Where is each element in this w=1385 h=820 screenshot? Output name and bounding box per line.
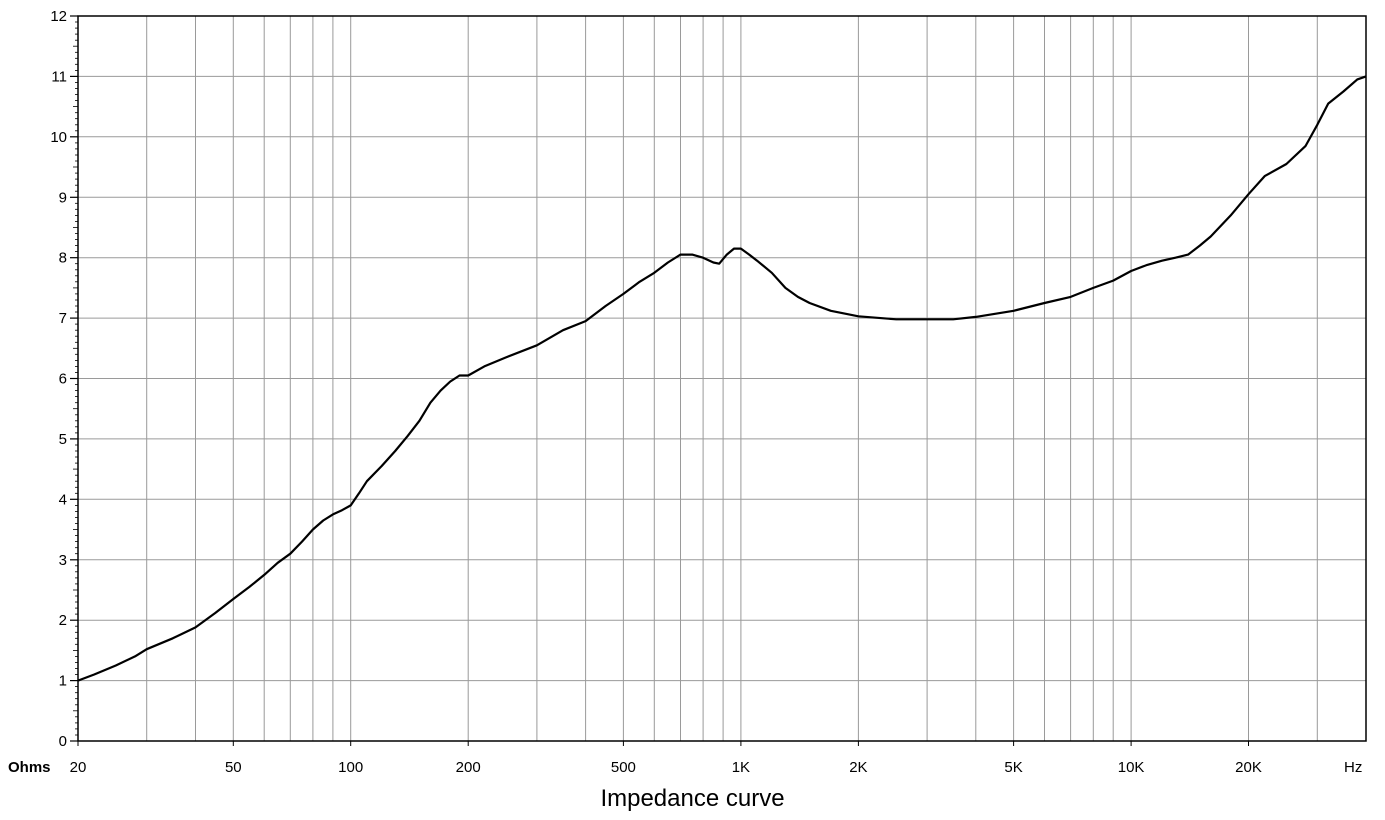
y-tick-label: 12 bbox=[50, 8, 67, 25]
y-tick-label: 7 bbox=[59, 310, 67, 327]
y-tick-label: 3 bbox=[59, 552, 67, 569]
y-tick-label: 8 bbox=[59, 250, 67, 267]
x-tick-label: 50 bbox=[225, 759, 242, 776]
y-unit-label: Ohms bbox=[8, 759, 51, 776]
x-tick-label: 5K bbox=[1004, 759, 1022, 776]
y-tick-label: 5 bbox=[59, 431, 67, 448]
y-tick-label: 4 bbox=[59, 491, 67, 508]
x-tick-labels: 20 50 100 200 500 1K 2K 5K 10K 20K bbox=[70, 741, 1262, 776]
y-tick-label: 9 bbox=[59, 189, 67, 206]
y-tick-label: 1 bbox=[59, 673, 67, 690]
x-unit-label: Hz bbox=[1344, 759, 1362, 776]
x-tick-label: 20 bbox=[70, 759, 87, 776]
plot-frame bbox=[77, 15, 1367, 742]
x-tick-label: 200 bbox=[456, 759, 481, 776]
x-tick-label: 100 bbox=[338, 759, 363, 776]
x-tick-label: 500 bbox=[611, 759, 636, 776]
y-tick-label: 6 bbox=[59, 371, 67, 388]
x-tick-label: 2K bbox=[849, 759, 867, 776]
impedance-line bbox=[77, 75, 1367, 682]
y-tick-label: 2 bbox=[59, 612, 67, 629]
x-tick-label: 10K bbox=[1118, 759, 1145, 776]
x-tick-label: 20K bbox=[1235, 759, 1262, 776]
y-tick-label: 11 bbox=[51, 68, 67, 85]
y-gridlines bbox=[70, 15, 1366, 742]
x-tick-label: 1K bbox=[732, 759, 750, 776]
y-tick-label: 0 bbox=[59, 733, 67, 750]
y-tick-label: 10 bbox=[50, 129, 67, 146]
chart-title: Impedance curve bbox=[600, 785, 785, 812]
